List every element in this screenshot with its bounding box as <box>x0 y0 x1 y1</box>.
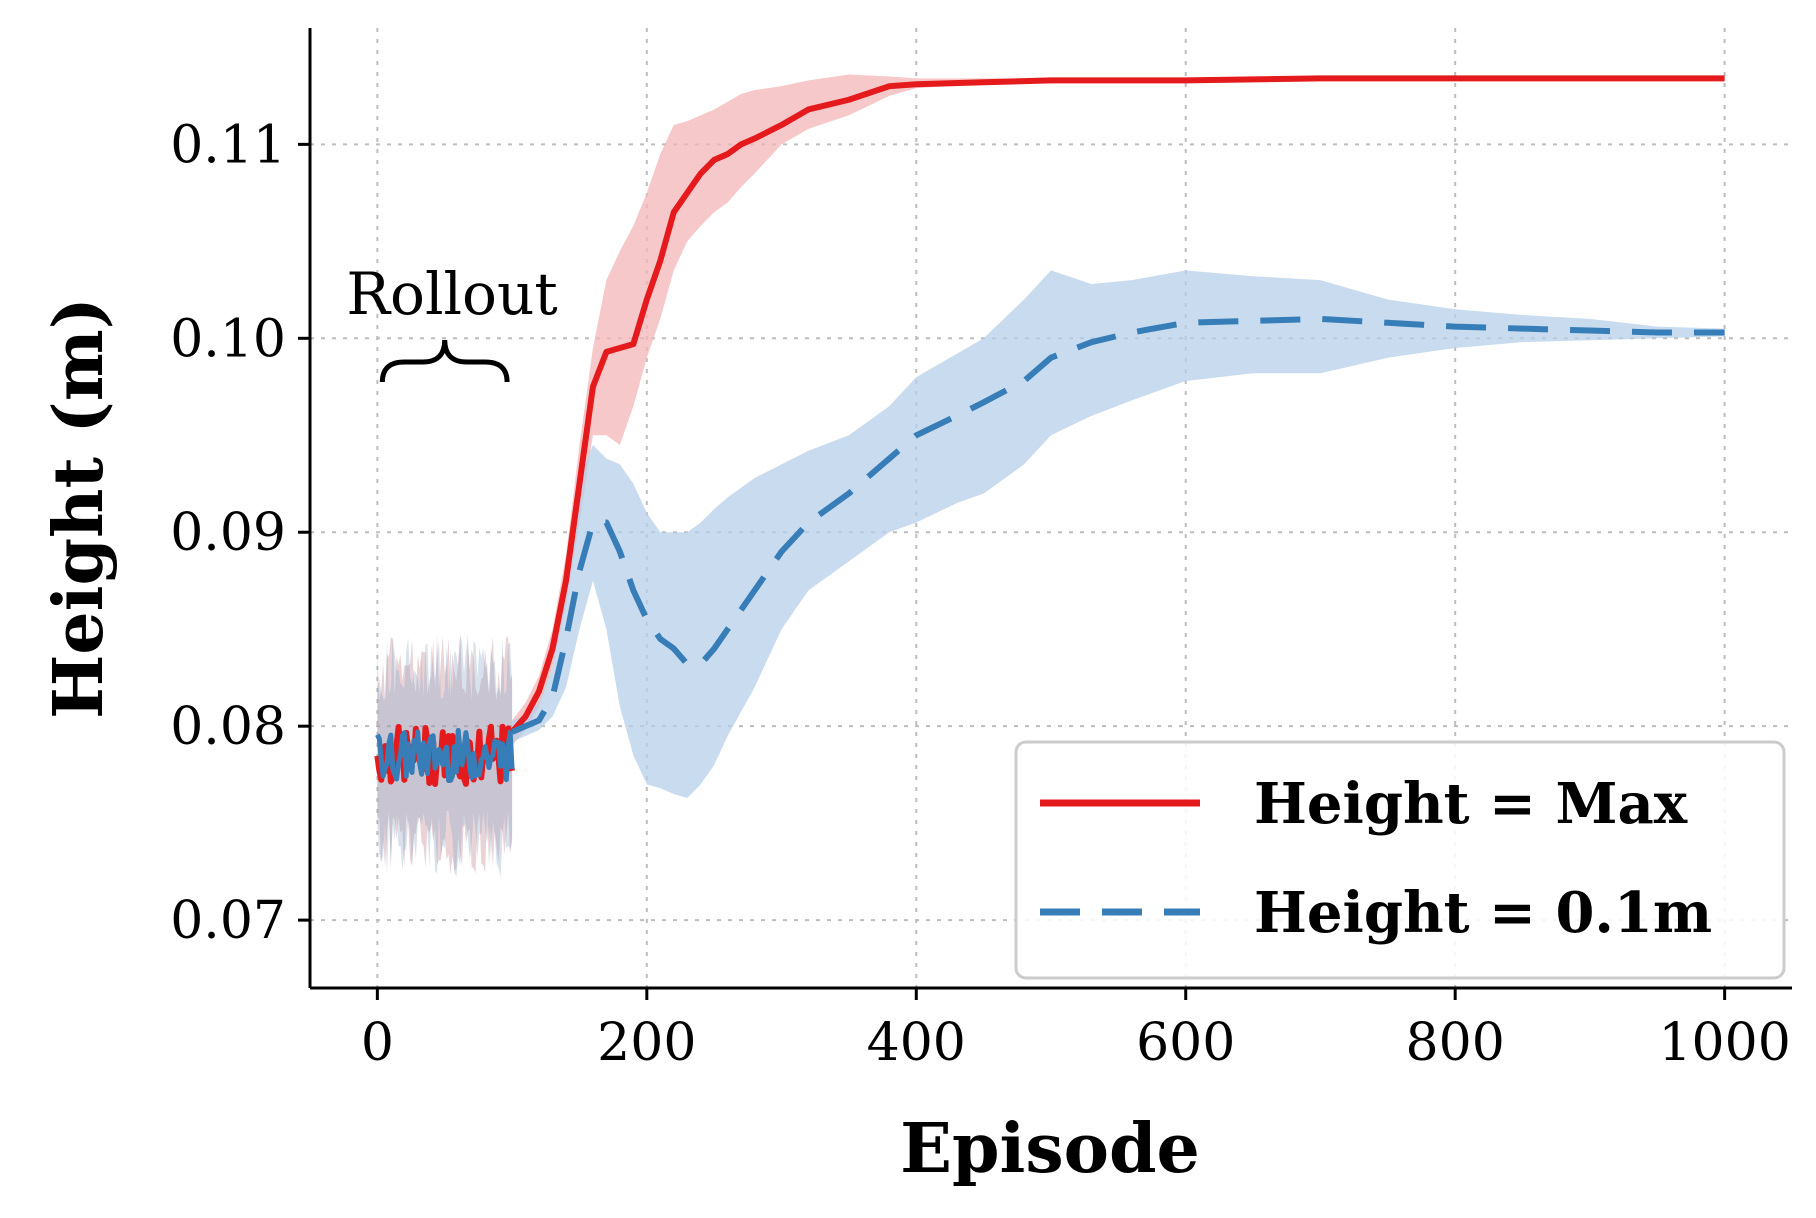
x-tick-label-1: 200 <box>597 1013 696 1073</box>
x-tick-label-4: 800 <box>1406 1013 1505 1073</box>
legend-box <box>1014 740 1786 980</box>
legend-label-01m: Height = 0.1m <box>1254 880 1712 946</box>
series-line-0 <box>509 75 1725 734</box>
y-axis-title: Height (m) <box>39 297 119 719</box>
series-line-1 <box>510 315 1725 735</box>
legend: Height = Max Height = 0.1m <box>1014 740 1786 980</box>
legend-label-max: Height = Max <box>1254 771 1688 837</box>
y-tick-label-3: 0.10 <box>170 309 286 369</box>
rollout-label: Rollout <box>346 260 557 328</box>
confidence-band-1 <box>512 270 1725 798</box>
axes <box>308 28 1792 990</box>
ticks: 0 200 400 600 800 1000 0.07 0.08 0.09 0.10 0.11 <box>170 115 1791 1073</box>
series-lines <box>374 75 1725 787</box>
rollout-brace <box>379 339 510 383</box>
x-tick-label-2: 400 <box>867 1013 966 1073</box>
x-tick-label-3: 600 <box>1136 1013 1235 1073</box>
x-tick-label-0: 0 <box>361 1013 394 1073</box>
y-tick-label-1: 0.08 <box>170 697 286 757</box>
y-tick-label-4: 0.11 <box>170 115 286 175</box>
x-tick-label-5: 1000 <box>1658 1013 1790 1073</box>
rollout-line-1 <box>375 727 515 783</box>
x-axis-title: Episode <box>900 1109 1200 1189</box>
y-tick-label-2: 0.09 <box>170 503 286 563</box>
rollout-annotation: Rollout <box>346 260 558 383</box>
y-tick-label-0: 0.07 <box>170 891 286 951</box>
